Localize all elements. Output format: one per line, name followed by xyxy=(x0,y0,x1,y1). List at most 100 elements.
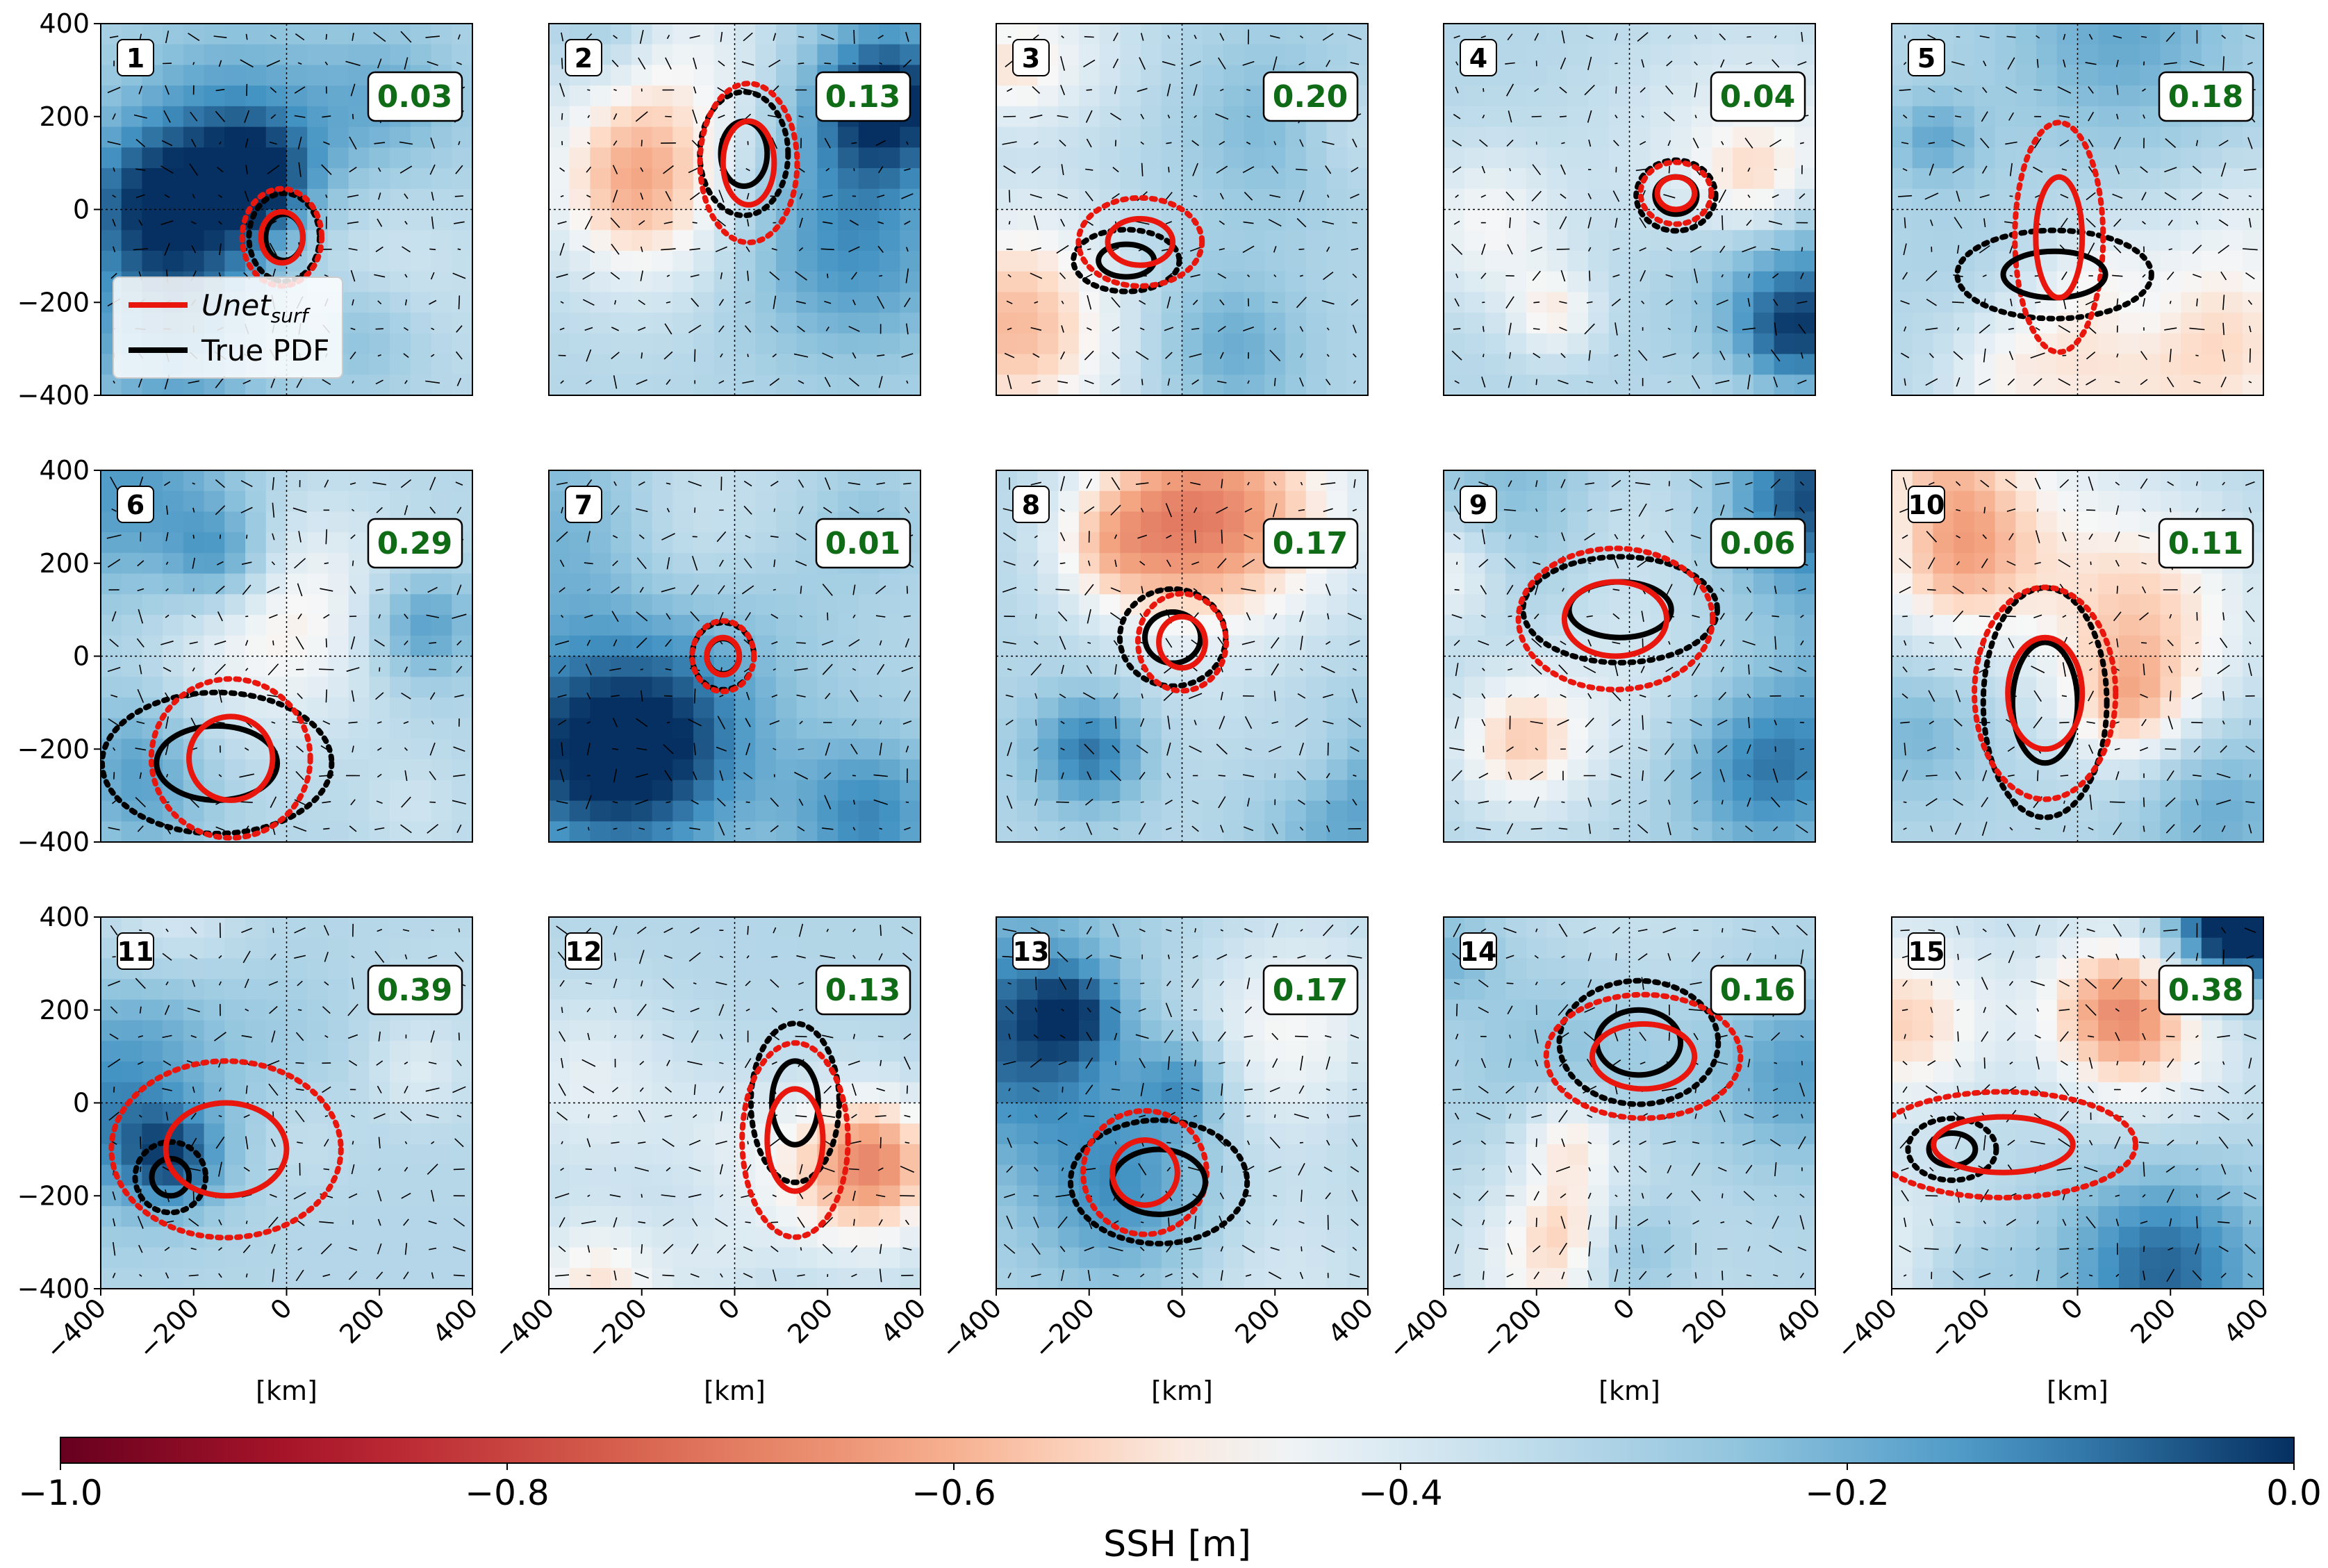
panel-number: 15 xyxy=(1908,936,1945,967)
panel-number-badge: 10 xyxy=(1908,486,1945,523)
x-axis-label: [km] xyxy=(704,1376,766,1406)
x-axis-label: [km] xyxy=(256,1376,317,1406)
colorbar-gradient xyxy=(60,1437,2295,1464)
panel-number-badge: 9 xyxy=(1460,486,1497,523)
panel-1: 1 0.03 400 200 0 −200 −400 xyxy=(17,8,473,411)
unet-outer-contour xyxy=(2012,119,2106,355)
axes: −400 −200 0 200 400 [km] xyxy=(1830,1289,2275,1406)
score-badge: 0.16 xyxy=(1710,964,1806,1016)
zero-crosshair xyxy=(101,470,472,842)
score-badge: 0.17 xyxy=(1262,518,1359,569)
true-pdf-outer-contour xyxy=(132,1139,209,1216)
y-tick-label: 0 xyxy=(73,195,90,225)
panel-frame xyxy=(548,470,921,843)
score-value: 0.13 xyxy=(825,79,901,115)
axes: −400 −200 0 200 400 [km] xyxy=(487,1289,932,1406)
true-pdf-inner-contour xyxy=(149,1155,192,1199)
score-badge: 0.11 xyxy=(2158,518,2254,569)
pdf-contours xyxy=(739,1021,851,1240)
y-tick-label: −200 xyxy=(17,1180,90,1211)
score-badge: 0.39 xyxy=(367,964,463,1016)
zero-crosshair xyxy=(549,470,921,842)
unet-inner-contour xyxy=(186,713,276,803)
panel-2: 20.13 xyxy=(548,23,921,396)
y-tick-label: 0 xyxy=(73,641,90,672)
axes: −400 −200 0 200 400 [km] xyxy=(1382,1289,1826,1406)
axes: 400 200 0 −200 −400 xyxy=(17,8,101,411)
unet-inner-contour xyxy=(704,634,743,678)
panel-3: 30.20 xyxy=(996,23,1369,396)
panel-number-badge: 15 xyxy=(1908,932,1945,970)
axes: −400 −200 0 200 400 [km] xyxy=(934,1289,1379,1406)
panel-7: 70.01 xyxy=(548,470,921,843)
true-pdf-outer-contour xyxy=(1980,585,2110,820)
colorbar-tick-label: 0.0 xyxy=(2266,1473,2322,1513)
panel-number: 11 xyxy=(117,936,154,967)
panel-number-badge: 3 xyxy=(1012,39,1050,76)
panel-number-badge: 5 xyxy=(1908,39,1945,76)
panel-14: 14 0.16 −400 −200 0 200 400 [km] xyxy=(1382,916,1826,1406)
y-tick-label: −400 xyxy=(17,380,90,411)
colorbar-label: SSH [m] xyxy=(1103,1524,1251,1565)
true-pdf-outer-contour xyxy=(1556,977,1722,1107)
true-pdf-outer-contour xyxy=(1067,1117,1250,1247)
y-tick-label: 200 xyxy=(39,548,90,579)
panel-number-badge: 14 xyxy=(1460,932,1497,970)
panel-number: 3 xyxy=(1022,43,1040,74)
x-tick-label: 200 xyxy=(1229,1292,1286,1349)
unet-inner-contour xyxy=(1561,579,1670,659)
panel-number: 7 xyxy=(575,490,593,520)
panel-number: 1 xyxy=(126,43,145,74)
score-badge: 0.01 xyxy=(815,518,911,569)
score-value: 0.38 xyxy=(2168,973,2244,1008)
unet-outer-contour xyxy=(1972,584,2119,802)
score-badge: 0.20 xyxy=(1262,71,1359,122)
x-axis-label: [km] xyxy=(1599,1376,1660,1406)
pdf-contours xyxy=(108,1058,344,1241)
zero-crosshair xyxy=(549,24,921,395)
y-tick-label: −400 xyxy=(17,827,90,857)
x-tick-label: 0 xyxy=(2056,1292,2089,1326)
unet-outer-contour xyxy=(148,676,313,841)
x-tick-label: 200 xyxy=(1676,1292,1733,1349)
x-tick-label: 400 xyxy=(875,1292,932,1349)
score-value: 0.29 xyxy=(377,526,453,561)
y-tick-label: −200 xyxy=(17,734,90,764)
unet-outer-contour xyxy=(689,618,757,695)
colorbar-tick-label: −1.0 xyxy=(18,1473,102,1513)
score-badge: 0.17 xyxy=(1262,964,1359,1016)
velocity-quiver xyxy=(1002,29,1362,390)
panel-frame xyxy=(996,470,1369,843)
y-tick-label: 400 xyxy=(39,455,90,486)
x-tick-label: 400 xyxy=(1769,1292,1826,1349)
score-value: 0.11 xyxy=(2168,526,2244,561)
pdf-contours xyxy=(697,81,800,246)
score-badge: 0.29 xyxy=(367,518,463,569)
y-tick-label: −200 xyxy=(17,287,90,317)
unet-outer-contour xyxy=(1135,591,1229,694)
ssh-heatmap xyxy=(996,470,1368,842)
pdf-contours xyxy=(1972,584,2119,820)
velocity-quiver xyxy=(107,923,466,1282)
panels-group: 10.034002000−200−40020.1330.2040.0450.18… xyxy=(17,8,2275,1406)
score-value: 0.39 xyxy=(377,973,453,1008)
axes: 400 200 0 −200 −400 xyxy=(17,455,101,857)
true-pdf-outer-contour xyxy=(1905,1115,1999,1183)
score-value: 0.20 xyxy=(1273,79,1348,115)
y-tick-label: 200 xyxy=(39,995,90,1025)
panel-number-badge: 4 xyxy=(1460,39,1497,76)
unet-outer-contour xyxy=(108,1058,344,1241)
panel-frame xyxy=(1443,23,1816,396)
x-tick-label: −200 xyxy=(1923,1292,1996,1365)
unet-outer-contour xyxy=(697,81,800,246)
pdf-contours xyxy=(1071,195,1205,295)
panel-number-badge: 2 xyxy=(565,39,602,76)
panel-6: 6 0.29 400 200 0 −200 −400 xyxy=(17,455,473,857)
panel-number: 12 xyxy=(566,936,602,967)
score-value: 0.17 xyxy=(1273,526,1348,561)
panel-number: 10 xyxy=(1908,490,1945,520)
colorbar-tick-label: −0.8 xyxy=(465,1473,549,1513)
panel-8: 80.17 xyxy=(996,470,1369,843)
legend: Unetsurf True PDF xyxy=(113,277,343,379)
